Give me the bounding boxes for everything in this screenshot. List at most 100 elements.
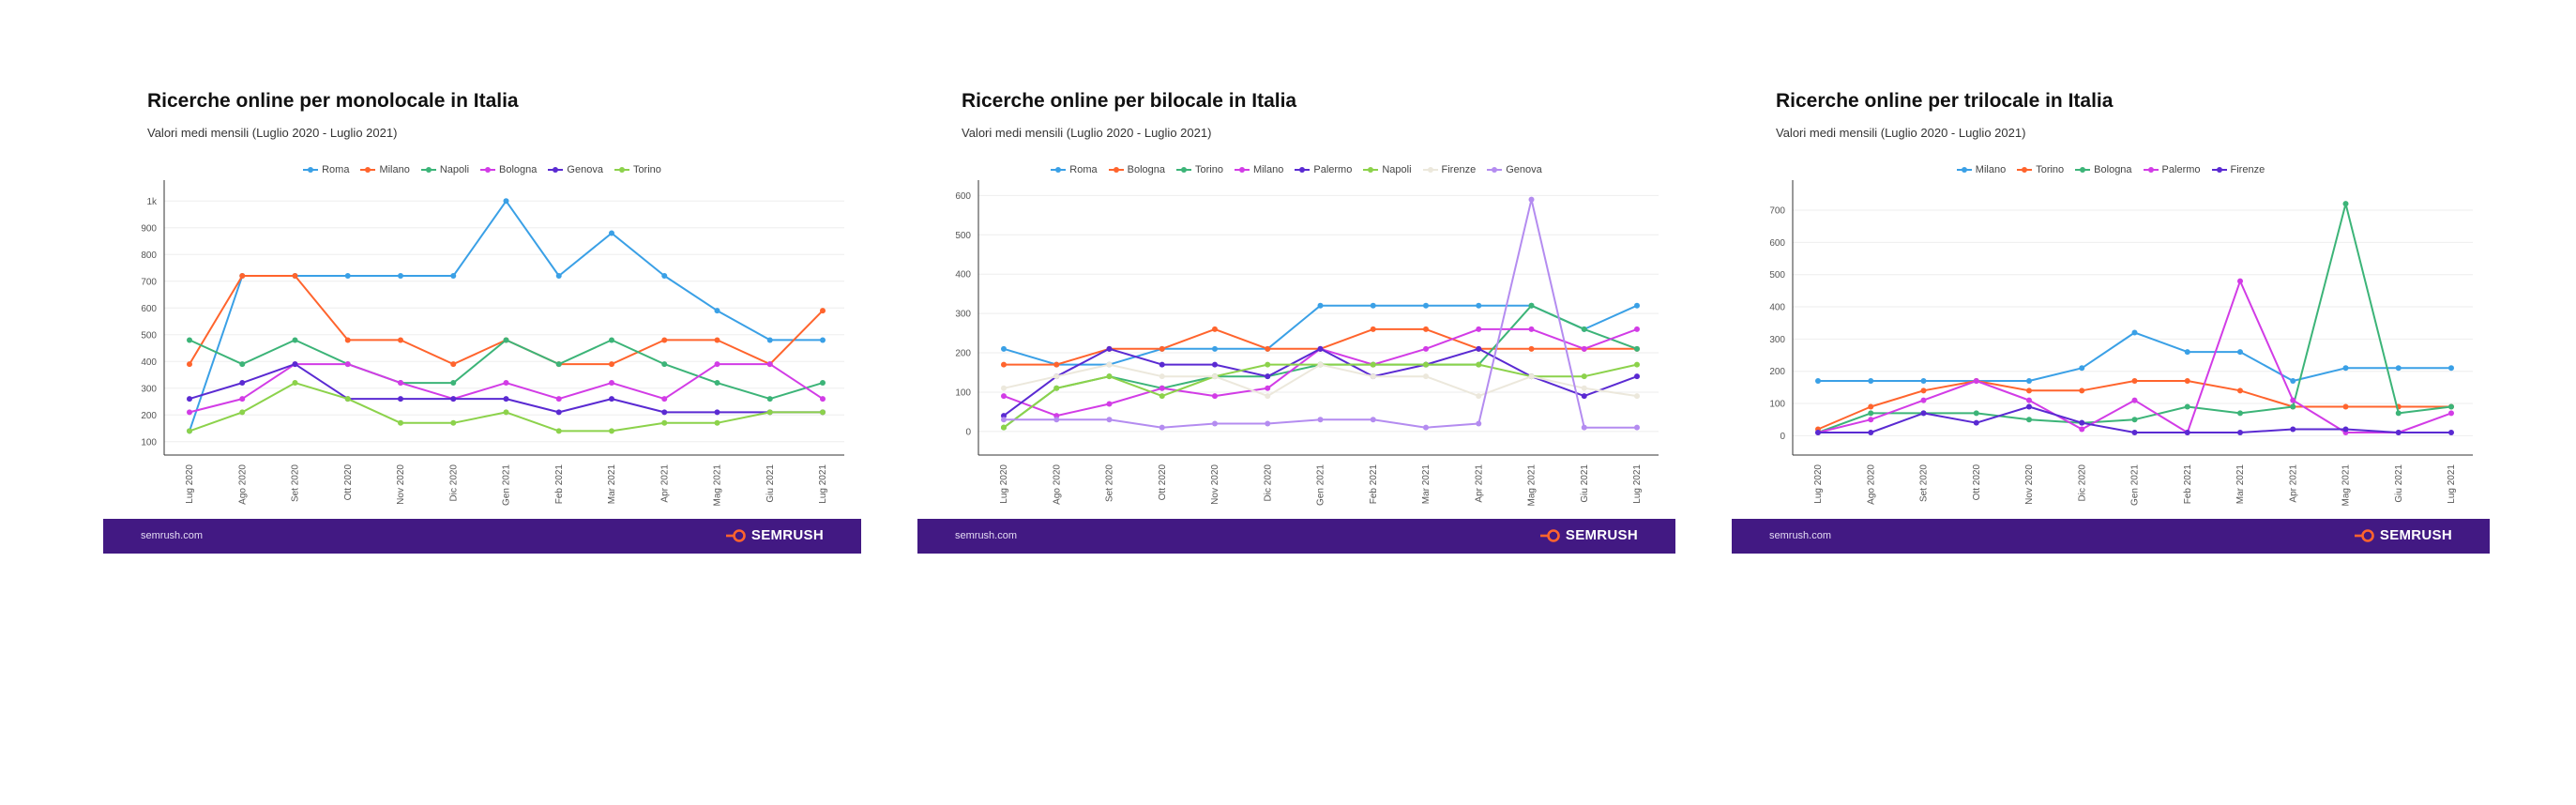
legend-swatch xyxy=(1051,167,1067,173)
data-point xyxy=(2184,349,2190,356)
legend-item[interactable]: Milano xyxy=(1234,164,1284,175)
data-point xyxy=(609,337,614,343)
data-point xyxy=(714,419,720,426)
data-point xyxy=(1265,345,1271,352)
y-tick-label: 0 xyxy=(965,427,971,437)
data-point xyxy=(1634,393,1640,400)
legend-item[interactable]: Firenze xyxy=(1422,164,1476,175)
series-line xyxy=(1003,327,1638,418)
legend-item[interactable]: Palermo xyxy=(1295,164,1352,175)
data-point xyxy=(820,409,826,416)
legend-label: Milano xyxy=(379,164,410,175)
data-point xyxy=(1159,373,1165,380)
data-point xyxy=(1423,424,1429,431)
semrush-logo-icon xyxy=(2354,528,2374,542)
x-tick-label: Lug 2021 xyxy=(818,464,828,504)
data-point xyxy=(1106,345,1113,352)
data-point xyxy=(766,396,773,402)
legend-item[interactable]: Milano xyxy=(1956,164,2006,175)
legend-label: Milano xyxy=(1252,164,1284,175)
legend-swatch xyxy=(1956,167,1972,173)
data-point xyxy=(661,273,668,280)
data-point xyxy=(1868,410,1874,417)
legend-item[interactable]: Torino xyxy=(614,164,661,175)
legend-swatch xyxy=(1487,167,1503,173)
legend-item[interactable]: Roma xyxy=(1051,164,1098,175)
data-point xyxy=(2448,429,2454,435)
data-point xyxy=(609,230,614,236)
legend-item[interactable]: Bologna xyxy=(2075,164,2132,175)
y-tick-label: 300 xyxy=(955,310,971,320)
data-point xyxy=(1634,302,1640,309)
legend-swatch xyxy=(1175,167,1191,173)
legend-item[interactable]: Genova xyxy=(1487,164,1542,175)
x-tick-label: Lug 2021 xyxy=(2447,464,2457,504)
data-point xyxy=(2184,403,2190,410)
legend-item[interactable]: Milano xyxy=(360,164,410,175)
data-point xyxy=(1159,424,1165,431)
data-point xyxy=(1528,326,1535,332)
legend-item[interactable]: Firenze xyxy=(2211,164,2265,175)
legend-label: Roma xyxy=(1069,164,1098,175)
data-point xyxy=(1634,345,1640,352)
data-point xyxy=(1053,385,1060,391)
y-tick-label: 200 xyxy=(1769,367,1785,377)
footer-site-link[interactable]: semrush.com xyxy=(955,530,1018,541)
legend-item[interactable]: Napoli xyxy=(1363,164,1412,175)
data-point xyxy=(1973,419,1979,426)
legend-label: Torino xyxy=(2036,164,2065,175)
y-tick-label: 100 xyxy=(955,387,971,398)
legend-label: Roma xyxy=(322,164,350,175)
data-point xyxy=(1423,326,1429,332)
legend-item[interactable]: Genova xyxy=(548,164,603,175)
data-point xyxy=(2026,397,2032,403)
legend-item[interactable]: Palermo xyxy=(2143,164,2201,175)
y-tick-label: 200 xyxy=(141,411,157,421)
footer-site-link[interactable]: semrush.com xyxy=(1769,530,1832,541)
legend-swatch xyxy=(2143,167,2159,173)
data-point xyxy=(555,361,562,368)
series-line xyxy=(189,382,823,433)
footer-bar: semrush.com SEMRUSH xyxy=(917,519,1675,554)
data-point xyxy=(2026,417,2032,423)
data-point xyxy=(1001,385,1007,391)
chart-card-bilocale: Ricerche online per bilocale in Italia V… xyxy=(917,75,1675,554)
x-tick-label: Apr 2021 xyxy=(659,464,670,503)
legend-item[interactable]: Torino xyxy=(1175,164,1223,175)
data-point xyxy=(714,380,720,387)
legend-item[interactable]: Torino xyxy=(2017,164,2064,175)
data-point xyxy=(714,337,720,343)
data-point xyxy=(1265,385,1271,391)
y-tick-label: 500 xyxy=(141,330,157,341)
data-point xyxy=(1423,361,1429,368)
data-point xyxy=(2342,365,2349,372)
data-point xyxy=(661,419,668,426)
x-tick-label: Set 2020 xyxy=(291,464,301,502)
legend-swatch xyxy=(2075,167,2091,173)
x-tick-label: Mar 2021 xyxy=(607,464,617,505)
data-point xyxy=(1815,429,1821,435)
legend-item[interactable]: Bologna xyxy=(1108,164,1165,175)
y-tick-label: 400 xyxy=(141,357,157,368)
data-point xyxy=(2237,410,2243,417)
data-point xyxy=(714,361,720,368)
legend-item[interactable]: Napoli xyxy=(420,164,469,175)
footer-site-link[interactable]: semrush.com xyxy=(141,530,204,541)
data-point xyxy=(1159,385,1165,391)
data-point xyxy=(2079,426,2085,433)
chart-subtitle: Valori medi mensili (Luglio 2020 - Lugli… xyxy=(962,126,1212,140)
data-point xyxy=(1581,373,1587,380)
legend-swatch xyxy=(2211,167,2227,173)
data-point xyxy=(344,273,351,280)
data-point xyxy=(1476,361,1482,368)
legend-swatch xyxy=(420,167,436,173)
data-point xyxy=(1106,373,1113,380)
chart-title: Ricerche online per monolocale in Italia xyxy=(147,90,519,112)
legend-swatch xyxy=(2017,167,2033,173)
data-point xyxy=(1476,302,1482,309)
data-point xyxy=(2237,429,2243,435)
legend-item[interactable]: Bologna xyxy=(480,164,537,175)
legend-item[interactable]: Roma xyxy=(303,164,349,175)
data-point xyxy=(2237,278,2243,284)
x-tick-label: Lug 2020 xyxy=(185,464,195,504)
